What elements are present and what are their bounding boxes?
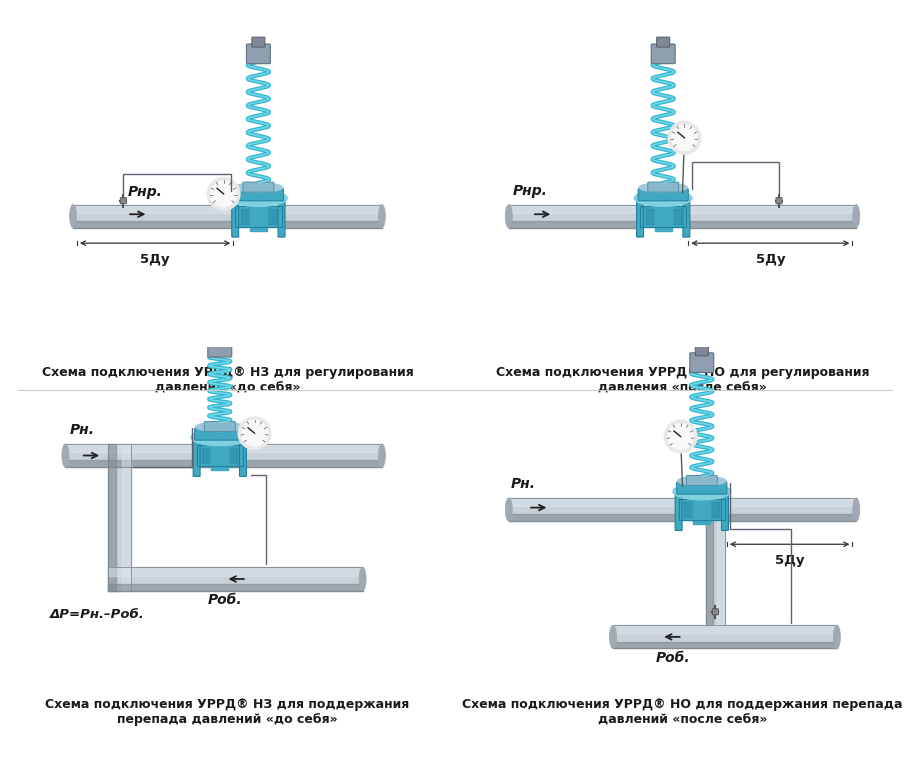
Circle shape <box>210 181 238 208</box>
Circle shape <box>671 124 698 151</box>
Ellipse shape <box>359 567 366 591</box>
Text: 5Ду: 5Ду <box>775 554 804 567</box>
FancyBboxPatch shape <box>722 489 728 530</box>
Ellipse shape <box>234 183 283 192</box>
Circle shape <box>238 417 271 449</box>
Text: Схема подключения УРРД® НЗ для регулирования
давления «до себя»: Схема подключения УРРД® НЗ для регулиров… <box>42 366 413 394</box>
Text: Схема подключения УРРД® НО для поддержания перепада
давлений «после себя»: Схема подключения УРРД® НО для поддержан… <box>462 698 903 726</box>
FancyBboxPatch shape <box>776 198 782 204</box>
Text: Рн.: Рн. <box>511 477 536 491</box>
Circle shape <box>207 178 240 210</box>
FancyBboxPatch shape <box>638 188 688 201</box>
FancyBboxPatch shape <box>657 37 670 47</box>
Text: 5Ду: 5Ду <box>140 253 170 266</box>
Text: Роб.: Роб. <box>208 593 243 607</box>
Ellipse shape <box>379 444 385 467</box>
Bar <box>679 499 725 520</box>
Ellipse shape <box>639 183 688 192</box>
Text: Роб.: Роб. <box>655 651 690 665</box>
Circle shape <box>668 121 701 154</box>
Bar <box>197 445 243 466</box>
FancyBboxPatch shape <box>213 330 227 340</box>
Text: ΔP=Рн.–Роб.: ΔP=Рн.–Роб. <box>50 608 145 621</box>
Ellipse shape <box>634 190 693 207</box>
Bar <box>235 205 281 227</box>
Bar <box>640 205 686 227</box>
FancyBboxPatch shape <box>252 37 265 47</box>
Circle shape <box>664 420 697 452</box>
Text: Рн.: Рн. <box>69 423 95 437</box>
FancyBboxPatch shape <box>243 182 274 192</box>
FancyBboxPatch shape <box>233 188 284 201</box>
FancyBboxPatch shape <box>682 195 690 237</box>
FancyBboxPatch shape <box>648 182 679 192</box>
Ellipse shape <box>229 190 288 207</box>
FancyBboxPatch shape <box>695 346 708 356</box>
FancyBboxPatch shape <box>193 435 200 476</box>
Ellipse shape <box>834 625 840 648</box>
FancyBboxPatch shape <box>247 44 270 64</box>
Ellipse shape <box>191 429 248 446</box>
FancyBboxPatch shape <box>205 422 235 432</box>
Circle shape <box>241 420 268 447</box>
Ellipse shape <box>672 483 731 500</box>
Circle shape <box>667 423 694 450</box>
Ellipse shape <box>505 205 512 228</box>
Ellipse shape <box>62 444 69 467</box>
FancyBboxPatch shape <box>239 435 247 476</box>
FancyBboxPatch shape <box>278 195 285 237</box>
Text: Рнр.: Рнр. <box>128 185 163 199</box>
Text: Схема подключения УРРД® НО для регулирования
давления «после себя»: Схема подключения УРРД® НО для регулиров… <box>496 366 869 394</box>
Ellipse shape <box>677 476 726 486</box>
FancyBboxPatch shape <box>675 489 682 530</box>
Ellipse shape <box>379 205 385 228</box>
Ellipse shape <box>853 498 860 521</box>
Ellipse shape <box>196 422 244 432</box>
Ellipse shape <box>505 498 512 521</box>
FancyBboxPatch shape <box>637 195 643 237</box>
FancyBboxPatch shape <box>195 428 245 440</box>
FancyBboxPatch shape <box>690 353 713 372</box>
Ellipse shape <box>610 625 616 648</box>
FancyBboxPatch shape <box>652 44 675 64</box>
Ellipse shape <box>853 205 860 228</box>
FancyBboxPatch shape <box>677 482 727 494</box>
FancyBboxPatch shape <box>120 198 126 204</box>
Text: Рнр.: Рнр. <box>512 184 548 198</box>
FancyBboxPatch shape <box>713 608 718 615</box>
FancyBboxPatch shape <box>207 337 232 357</box>
Text: Схема подключения УРРД® НЗ для поддержания
перепада давлений «до себя»: Схема подключения УРРД® НЗ для поддержан… <box>46 698 410 726</box>
Text: 5Ду: 5Ду <box>755 253 785 266</box>
Ellipse shape <box>70 205 76 228</box>
FancyBboxPatch shape <box>686 476 717 486</box>
FancyBboxPatch shape <box>232 195 238 237</box>
